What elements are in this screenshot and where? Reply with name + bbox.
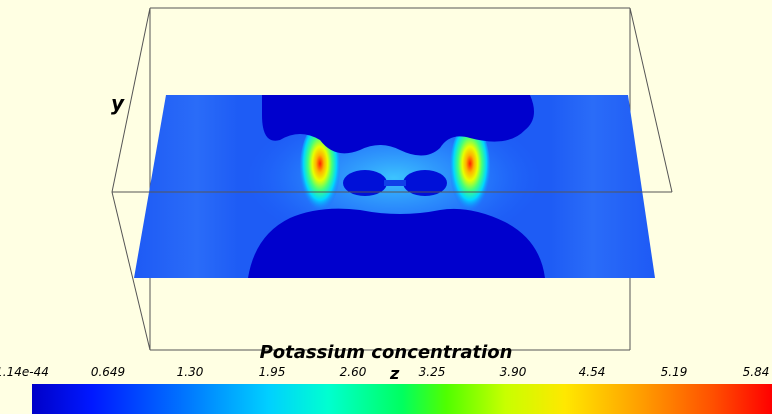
colorbar-gradient [32, 384, 772, 414]
colorbar-tick: 1.95 [258, 365, 286, 379]
concentration-sheet [134, 95, 655, 278]
inner-low-right [403, 170, 447, 196]
z-axis-label: z [390, 364, 400, 383]
hotspot-right [450, 124, 490, 212]
colorbar-tick: 5.84 [742, 365, 770, 379]
colorbar-tick: 3.25 [418, 365, 446, 379]
y-axis-label: y [111, 91, 125, 115]
bounding-box-front [111, 191, 672, 351]
colorbar-tick: 5.19 [660, 365, 688, 379]
inner-low-left [343, 170, 387, 196]
upper-low-region [262, 95, 534, 156]
lower-low-region [248, 208, 545, 278]
colorbar-tick: 1.30 [176, 365, 204, 379]
colorbar-tick: 3.90 [499, 365, 527, 379]
colorbar-title: Potassium concentration [259, 342, 513, 363]
colorbar-tick: 4.54 [578, 365, 606, 379]
colorbar-tick: 1.14e-44 [0, 365, 49, 379]
colorbar-tick: 0.649 [90, 365, 126, 379]
colorbar-tick: 2.60 [339, 365, 367, 379]
colorbar-tick-labels: 1.14e-44 0.649 1.30 1.95 2.60 3.25 3.90 4.54 5.1… [0, 366, 772, 382]
